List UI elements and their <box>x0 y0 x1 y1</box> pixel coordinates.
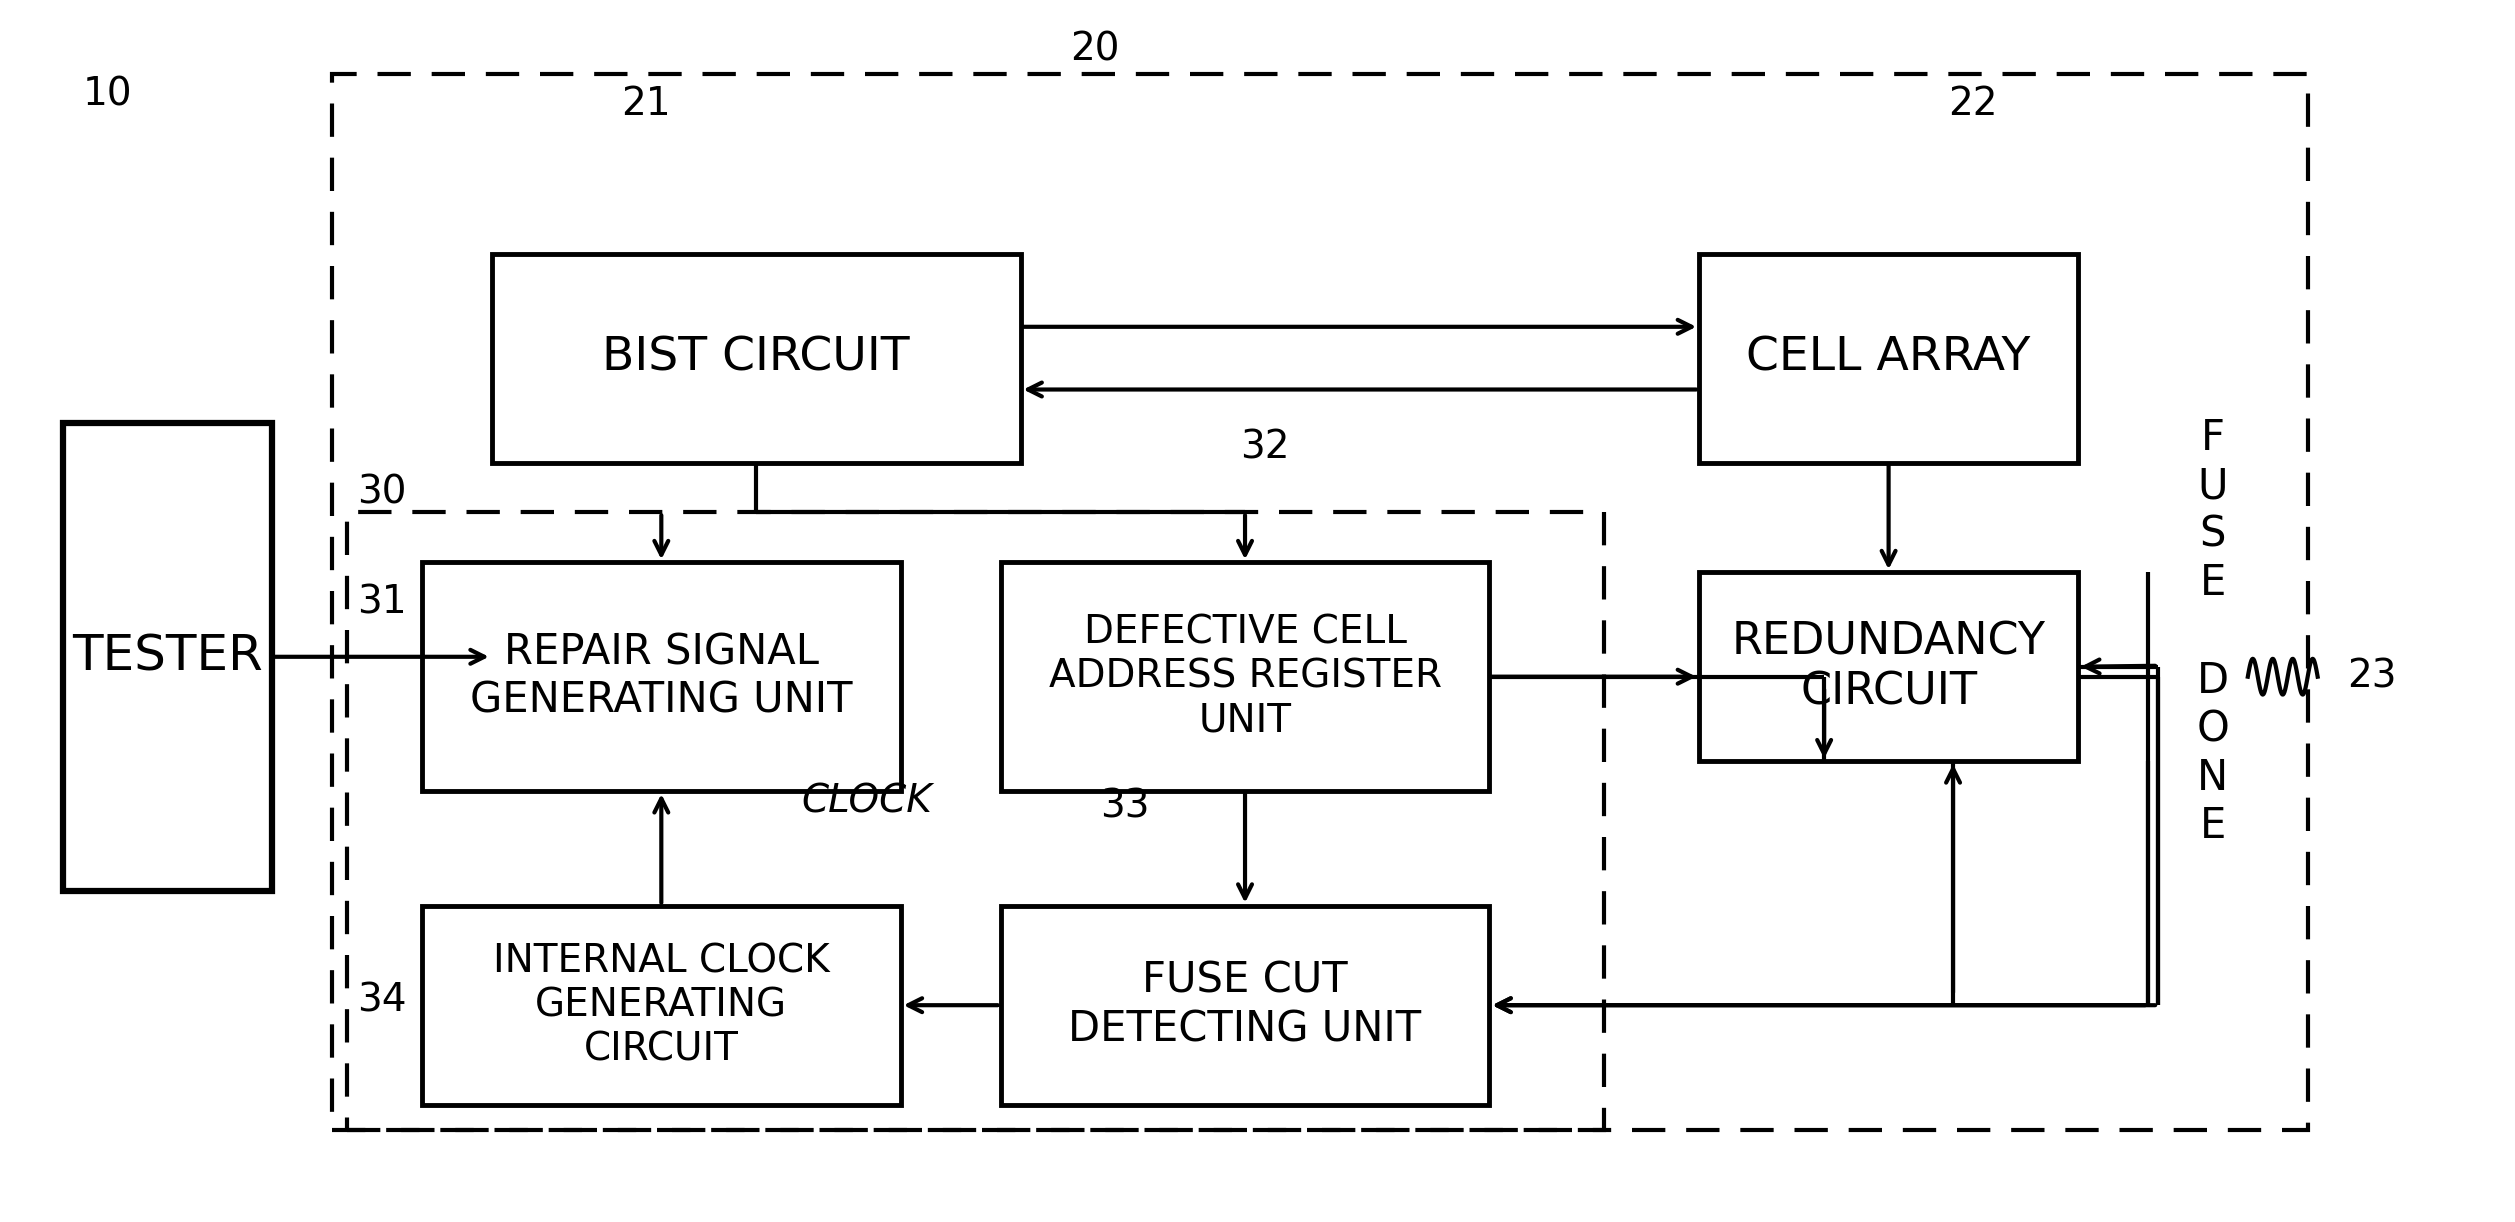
Text: DEFECTIVE CELL
ADDRESS REGISTER
UNIT: DEFECTIVE CELL ADDRESS REGISTER UNIT <box>1049 613 1441 739</box>
Text: 22: 22 <box>1949 86 1997 123</box>
Text: 10: 10 <box>83 76 133 114</box>
Bar <box>1700 572 2077 761</box>
Text: 31: 31 <box>357 583 407 621</box>
Bar <box>347 512 1605 1129</box>
Text: 21: 21 <box>621 86 672 123</box>
Bar <box>493 254 1021 463</box>
Bar <box>1001 562 1489 791</box>
Text: 23: 23 <box>2346 657 2397 695</box>
Text: CLOCK: CLOCK <box>800 782 931 820</box>
Text: FUSE CUT
DETECTING UNIT: FUSE CUT DETECTING UNIT <box>1069 960 1421 1051</box>
Text: 33: 33 <box>1102 787 1149 825</box>
Bar <box>332 75 2309 1129</box>
Text: 30: 30 <box>357 474 407 512</box>
Text: REPAIR SIGNAL
GENERATING UNIT: REPAIR SIGNAL GENERATING UNIT <box>470 632 853 722</box>
Bar <box>1001 906 1489 1105</box>
Bar <box>1700 254 2077 463</box>
Text: INTERNAL CLOCK
GENERATING
CIRCUIT: INTERNAL CLOCK GENERATING CIRCUIT <box>493 942 830 1068</box>
Bar <box>423 906 900 1105</box>
Text: 20: 20 <box>1071 31 1119 68</box>
Bar <box>63 423 272 891</box>
Text: REDUNDANCY
CIRCUIT: REDUNDANCY CIRCUIT <box>1733 621 2045 714</box>
Text: CELL ARRAY: CELL ARRAY <box>1745 336 2030 381</box>
Text: 32: 32 <box>1240 429 1290 467</box>
Text: 34: 34 <box>357 981 407 1019</box>
Text: F
U
S
E
 
D
O
N
E: F U S E D O N E <box>2196 417 2228 847</box>
Text: TESTER: TESTER <box>73 633 262 681</box>
Text: BIST CIRCUIT: BIST CIRCUIT <box>601 336 910 381</box>
Bar <box>423 562 900 791</box>
